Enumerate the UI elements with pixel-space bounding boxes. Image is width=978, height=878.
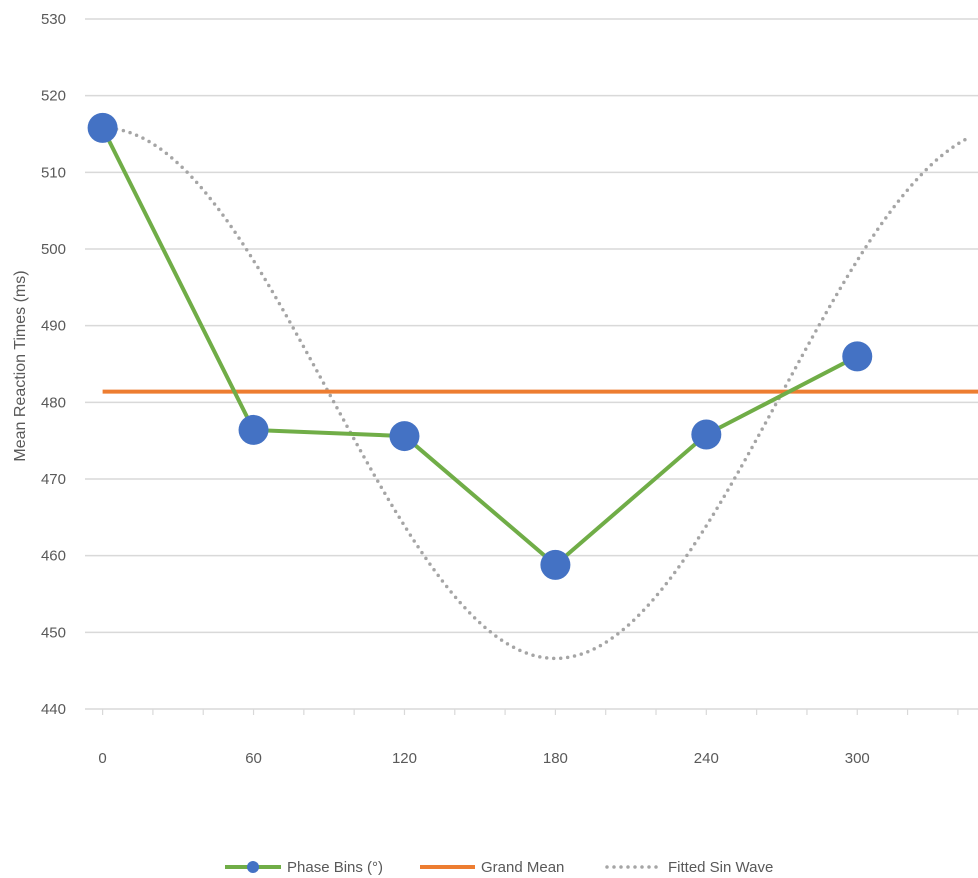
phase-bin-point [238, 414, 269, 445]
y-tick-label: 500 [41, 241, 66, 258]
fitted-sin-wave-line [100, 126, 973, 661]
y-axis-title: Mean Reaction Times (ms) [12, 270, 29, 461]
y-tick-label: 480 [41, 394, 66, 411]
legend-fitted-sin-wave-label: Fitted Sin Wave [668, 859, 773, 876]
x-tick-label: 120 [392, 750, 417, 767]
x-tick-labels: 0 60 120 180 240 300 [98, 750, 869, 767]
gridlines [85, 18, 978, 710]
y-tick-label: 440 [41, 701, 66, 718]
y-tick-label: 450 [41, 624, 66, 641]
phase-bin-point [842, 341, 873, 372]
x-tick-label: 60 [245, 750, 262, 767]
y-tick-label: 520 [41, 88, 66, 105]
phase-bin-point [691, 419, 722, 450]
legend: Phase Bins (°) Grand Mean Fitted Sin Wave [225, 859, 773, 876]
y-tick-label: 530 [41, 11, 66, 28]
y-tick-label: 490 [41, 318, 66, 335]
y-tick-label: 460 [41, 548, 66, 565]
legend-phase-bins-label: Phase Bins (°) [287, 859, 383, 876]
phase-bins-line [100, 126, 859, 567]
phase-bin-point [87, 112, 118, 143]
series-layer [87, 112, 978, 661]
x-tick-label: 240 [694, 750, 719, 767]
phase-bin-point [389, 421, 420, 452]
x-tick-label: 0 [98, 750, 106, 767]
phase-bin-point [540, 549, 571, 580]
x-minor-ticks [102, 709, 959, 715]
y-tick-labels: 440 450 460 470 480 490 500 510 520 530 [41, 11, 66, 718]
x-tick-label: 180 [543, 750, 568, 767]
x-tick-label: 300 [845, 750, 870, 767]
legend-grand-mean-label: Grand Mean [481, 859, 564, 876]
legend-phase-bins-marker [247, 861, 259, 873]
y-tick-label: 510 [41, 164, 66, 181]
y-tick-label: 470 [41, 471, 66, 488]
